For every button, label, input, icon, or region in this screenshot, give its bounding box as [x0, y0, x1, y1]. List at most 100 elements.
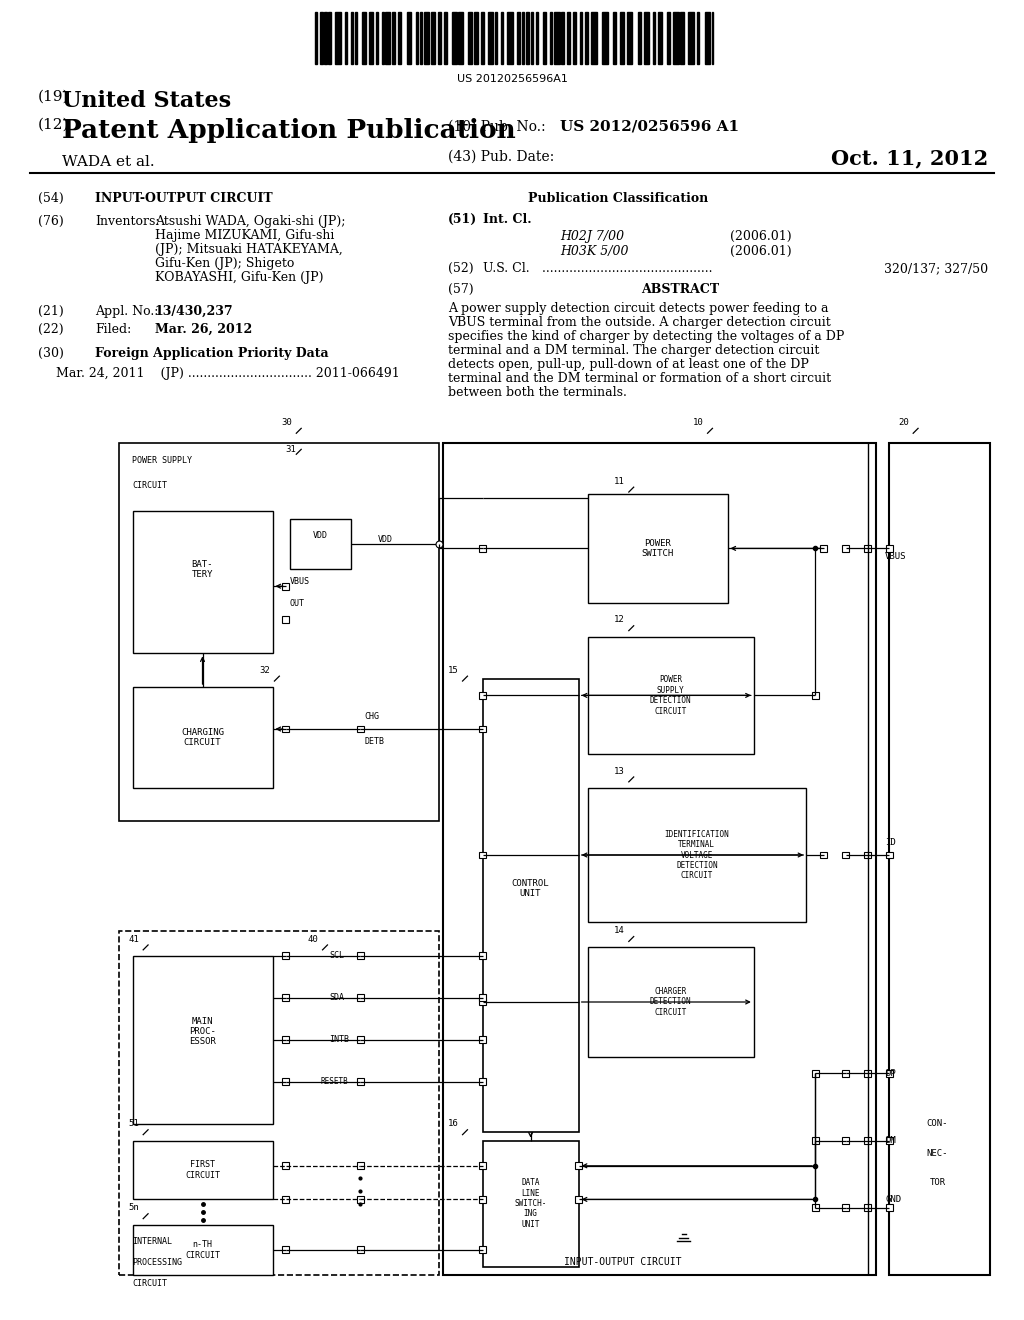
Bar	[886, 1071, 893, 1077]
Bar	[592, 12, 597, 63]
Text: OUT: OUT	[290, 598, 305, 607]
Bar	[132, 1140, 272, 1200]
Text: 20: 20	[898, 418, 909, 426]
Bar	[283, 1196, 289, 1203]
Text: United States: United States	[62, 90, 231, 112]
Bar	[644, 12, 648, 63]
Bar	[315, 12, 317, 63]
Bar	[688, 12, 693, 63]
Bar	[820, 545, 827, 552]
Bar	[356, 1163, 364, 1170]
Bar	[627, 12, 632, 63]
Bar	[385, 12, 390, 63]
Bar	[325, 12, 327, 63]
Text: terminal and a DM terminal. The charger detection circuit: terminal and a DM terminal. The charger …	[449, 345, 819, 356]
Bar	[588, 636, 754, 754]
Bar	[712, 12, 714, 63]
Bar	[474, 12, 478, 63]
Text: H02J 7/00: H02J 7/00	[560, 230, 624, 243]
Bar	[132, 511, 272, 653]
Bar	[890, 444, 990, 1275]
Text: POWER
SUPPLY
DETECTION
CIRCUIT: POWER SUPPLY DETECTION CIRCUIT	[650, 676, 691, 715]
Bar	[530, 12, 532, 63]
Bar	[431, 12, 435, 63]
Bar	[345, 12, 347, 63]
Text: Hajime MIZUKAMI, Gifu-shi: Hajime MIZUKAMI, Gifu-shi	[155, 228, 335, 242]
Bar	[424, 12, 429, 63]
Text: (43) Pub. Date:: (43) Pub. Date:	[449, 150, 554, 164]
Bar	[613, 12, 615, 63]
Bar	[479, 692, 486, 698]
Text: Atsushi WADA, Ogaki-shi (JP);: Atsushi WADA, Ogaki-shi (JP);	[155, 215, 345, 228]
Bar	[356, 1036, 364, 1043]
Text: ............................................: ........................................…	[538, 261, 713, 275]
Text: (51): (51)	[449, 213, 477, 226]
Text: FIRST
CIRCUIT: FIRST CIRCUIT	[185, 1160, 220, 1180]
Bar	[376, 12, 378, 63]
Bar	[886, 1138, 893, 1144]
Bar	[453, 12, 457, 63]
Text: Patent Application Publication: Patent Application Publication	[62, 117, 516, 143]
Text: DP: DP	[885, 1069, 896, 1078]
Text: CHARGING
CIRCUIT: CHARGING CIRCUIT	[181, 727, 224, 747]
Bar	[620, 12, 625, 63]
Text: INTERNAL: INTERNAL	[132, 1237, 172, 1246]
Text: (30): (30)	[38, 347, 63, 360]
Text: Mar. 24, 2011    (JP) ................................ 2011-066491: Mar. 24, 2011 (JP) .....................…	[56, 367, 399, 380]
Text: Mar. 26, 2012: Mar. 26, 2012	[155, 323, 252, 337]
Text: (19): (19)	[38, 90, 70, 104]
Bar	[496, 12, 498, 63]
Bar	[842, 1071, 849, 1077]
Text: US 20120256596A1: US 20120256596A1	[457, 74, 567, 84]
Bar	[407, 12, 412, 63]
Text: H03K 5/00: H03K 5/00	[560, 246, 629, 257]
Text: A power supply detection circuit detects power feeding to a: A power supply detection circuit detects…	[449, 302, 828, 315]
Bar	[543, 12, 547, 63]
Text: IDENTIFICATION
TERMINAL
VOLTAGE
DETECTION
CIRCUIT: IDENTIFICATION TERMINAL VOLTAGE DETECTIO…	[665, 830, 729, 880]
Text: (52): (52)	[449, 261, 474, 275]
Text: 10: 10	[692, 418, 703, 426]
Bar	[420, 12, 422, 63]
Bar	[283, 616, 289, 623]
Text: DM: DM	[885, 1137, 896, 1144]
Bar	[479, 999, 486, 1006]
Bar	[536, 12, 538, 63]
Text: POWER SUPPLY: POWER SUPPLY	[132, 455, 193, 465]
Text: SDA: SDA	[330, 993, 344, 1002]
Text: Foreign Application Priority Data: Foreign Application Priority Data	[95, 347, 329, 360]
Bar	[561, 12, 564, 63]
Bar	[820, 851, 827, 858]
Text: INTB: INTB	[330, 1035, 349, 1044]
Bar	[567, 12, 570, 63]
Bar	[554, 12, 559, 63]
Text: Oct. 11, 2012: Oct. 11, 2012	[830, 148, 988, 168]
Bar	[459, 12, 463, 63]
Bar	[132, 956, 272, 1123]
Text: NEC-: NEC-	[927, 1148, 948, 1158]
Bar	[283, 953, 289, 960]
Bar	[120, 444, 438, 821]
Bar	[369, 12, 373, 63]
Text: detects open, pull-up, pull-down of at least one of the DP: detects open, pull-up, pull-down of at l…	[449, 358, 809, 371]
Bar	[283, 1163, 289, 1170]
Text: 5n: 5n	[128, 1204, 139, 1212]
Bar	[588, 494, 727, 603]
Bar	[864, 1204, 871, 1212]
Text: specifies the kind of charger by detecting the voltages of a DP: specifies the kind of charger by detecti…	[449, 330, 845, 343]
Bar	[864, 1138, 871, 1144]
Bar	[132, 686, 272, 788]
Text: (22): (22)	[38, 323, 63, 337]
Text: US 2012/0256596 A1: US 2012/0256596 A1	[560, 120, 739, 135]
Text: SCL: SCL	[330, 952, 344, 961]
Bar	[328, 12, 331, 63]
Bar	[398, 12, 401, 63]
Text: (JP); Mitsuaki HATAKEYAMA,: (JP); Mitsuaki HATAKEYAMA,	[155, 243, 343, 256]
Bar	[886, 545, 893, 552]
Bar	[638, 12, 641, 63]
Text: DATA
LINE
SWITCH-
ING
UNIT: DATA LINE SWITCH- ING UNIT	[514, 1179, 547, 1229]
Bar	[356, 1196, 364, 1203]
Text: 11: 11	[613, 477, 625, 486]
Bar	[517, 12, 520, 63]
Bar	[811, 692, 818, 698]
Text: (12): (12)	[38, 117, 70, 132]
